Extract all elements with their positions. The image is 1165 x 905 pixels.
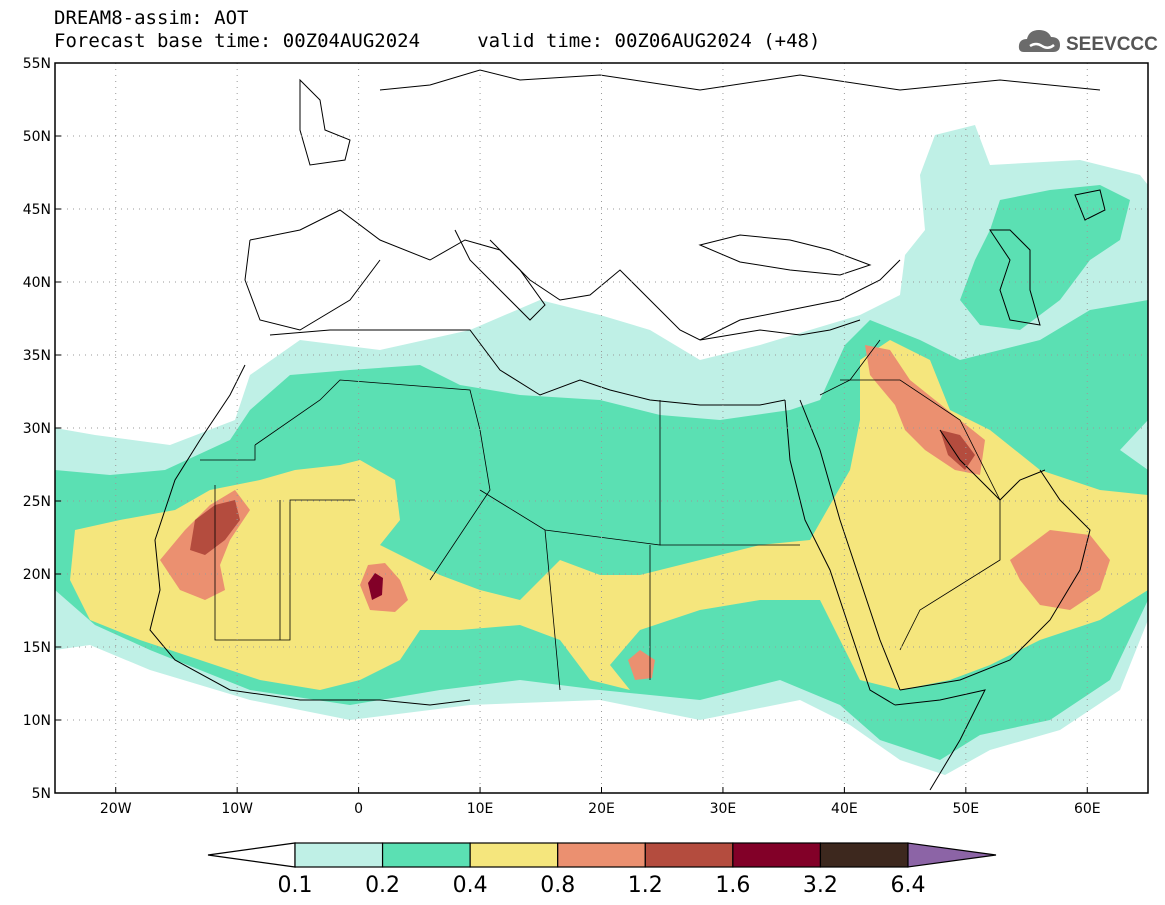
lat-tick-label: 30N (23, 421, 51, 437)
iberia-outline (244, 239, 381, 331)
colorbar-level-label: 3.2 (803, 873, 838, 898)
mauritania-border (200, 445, 355, 641)
black-sea-outline (698, 234, 872, 276)
lat-tick-label: 5N (32, 786, 51, 802)
colorbar-level-label: 0.4 (453, 873, 488, 898)
red-sea-east-coast (799, 399, 901, 691)
chad-sudan-border (544, 529, 651, 691)
colorbar-level-label: 6.4 (891, 873, 926, 898)
lon-tick-label: 30E (710, 801, 737, 817)
colorbar-level-label: 0.8 (540, 873, 575, 898)
grid-lines (55, 62, 1148, 794)
colorbar-level-label: 0.2 (365, 873, 400, 898)
lat-tick-label: 10N (23, 713, 51, 729)
saudi-border (840, 379, 1001, 651)
colorbar-box (819, 842, 909, 868)
lon-tick-label: 60E (1074, 801, 1101, 817)
horn-of-africa-coast (894, 689, 986, 791)
lat-tick-label: 50N (23, 129, 51, 145)
aot-level-0.2-caspian (960, 185, 1130, 330)
libya-border (479, 400, 661, 546)
lon-tick-label: 10W (221, 801, 253, 817)
lon-tick-label: 40E (831, 801, 858, 817)
lon-tick-label: 0 (354, 801, 363, 817)
lon-tick-label: 20E (588, 801, 615, 817)
lon-tick-label: 10E (467, 801, 494, 817)
colorbar-level-label: 1.2 (628, 873, 663, 898)
lat-tick-label: 15N (23, 640, 51, 656)
turkey-coast (699, 319, 861, 341)
caspian-outline (989, 229, 1041, 326)
colorbar-level-label: 1.6 (715, 873, 750, 898)
colorbar-box (557, 842, 646, 868)
aot-level-0.4 (70, 340, 1148, 690)
colorbar-level-label: 0.1 (278, 873, 313, 898)
colorbar-box (294, 842, 384, 868)
seevccc-logo: SEEVCCC (1018, 30, 1158, 55)
logo-text: SEEVCCC (1066, 34, 1158, 55)
country-borders (200, 339, 1001, 691)
coastlines (149, 69, 1106, 791)
colorbar-min-extension (207, 842, 296, 868)
axis-ticks: 20W 10W 0 10E 20E 30E 40E 50E 60E 55N 50N 45N 40N 35N… (23, 56, 1101, 817)
persian-gulf-coast (939, 429, 1046, 501)
aral-outline (1074, 189, 1106, 221)
colorbar-box (644, 842, 734, 868)
map-title: DREAM8-assim: AOT (54, 7, 249, 29)
colorbar: 0.1 0.2 0.4 0.8 1.2 1.6 3.2 6.4 (207, 842, 997, 898)
colorbar-max-extension (907, 842, 997, 868)
lat-tick-label: 55N (23, 56, 51, 72)
algeria-border (254, 379, 491, 581)
lat-tick-label: 35N (23, 348, 51, 364)
lon-tick-label: 20W (100, 801, 132, 817)
west-africa-coast (149, 364, 471, 706)
aot-level-0.8-chad (628, 650, 655, 680)
iraq-border (819, 339, 881, 396)
uk-outline (299, 78, 351, 166)
red-sea-west-coast (784, 399, 896, 706)
colorbar-box (469, 842, 559, 868)
lat-tick-label: 40N (23, 275, 51, 291)
north-africa-coast (269, 329, 786, 406)
arabian-coast (899, 469, 1091, 691)
north-europe (379, 69, 1101, 91)
cloud-icon (1018, 30, 1060, 52)
lat-tick-label: 45N (23, 202, 51, 218)
aot-level-1.6 (368, 573, 383, 600)
lat-tick-label: 25N (23, 494, 51, 510)
colorbar-box (732, 842, 822, 868)
colorbar-box (381, 842, 471, 868)
lat-tick-label: 20N (23, 567, 51, 583)
forecast-time-subtitle: Forecast base time: 00Z04AUG2024 valid t… (54, 30, 821, 52)
europe-coast (249, 209, 901, 341)
italy-outline (454, 229, 546, 321)
aot-field (55, 125, 1148, 775)
lon-tick-label: 50E (952, 801, 979, 817)
